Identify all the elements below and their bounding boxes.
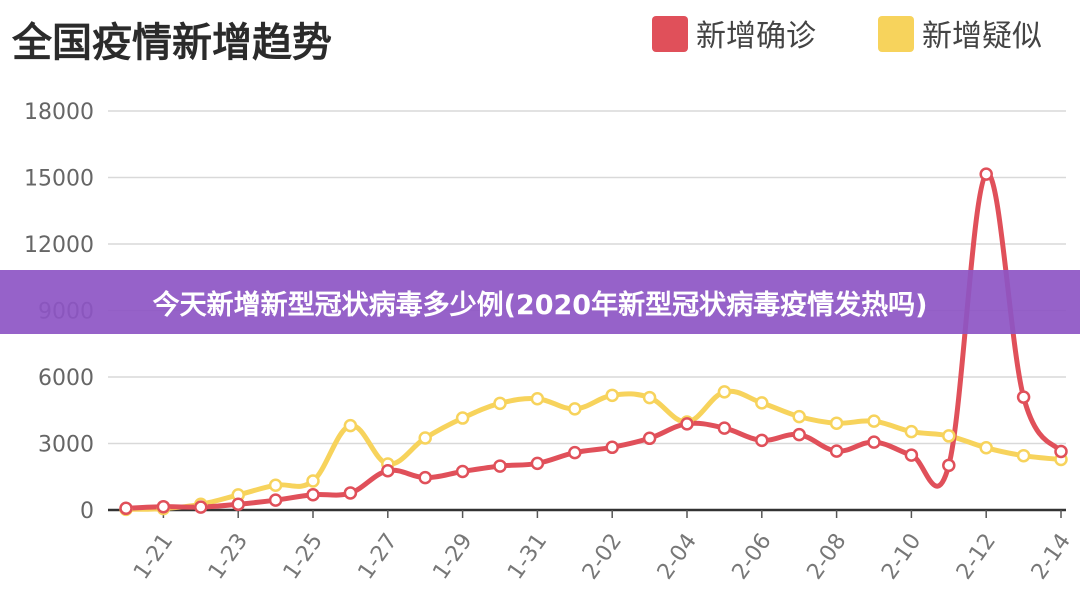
data-point-confirmed xyxy=(717,421,732,435)
data-point-suspected xyxy=(306,474,320,488)
data-point-suspected xyxy=(343,418,358,433)
data-point-suspected xyxy=(717,385,732,399)
legend-label-suspected: 新增疑似 xyxy=(922,19,1042,54)
data-point-suspected xyxy=(867,414,881,428)
data-point-confirmed xyxy=(680,417,694,431)
data-point-confirmed xyxy=(268,493,283,507)
data-point-confirmed xyxy=(530,456,545,471)
data-point-confirmed xyxy=(1016,390,1031,404)
data-point-confirmed xyxy=(156,499,171,514)
data-point-suspected xyxy=(530,391,545,406)
x-tick-label: 1-29 xyxy=(428,529,477,584)
x-tick-label: 1-27 xyxy=(354,529,403,584)
series-points xyxy=(119,167,1068,517)
headline-text: 今天新增新型冠状病毒多少例(2020年新型冠状病毒疫情发热吗) xyxy=(152,289,928,321)
y-tick-label: 0 xyxy=(80,499,94,524)
data-point-confirmed xyxy=(755,433,769,448)
data-point-confirmed xyxy=(568,445,582,460)
x-axis: 1-21 1-23 1-25 1-27 1-29 1-31 2-02 2-04 2-06 2-08… xyxy=(108,508,1076,584)
y-tick-label: 18000 xyxy=(24,100,94,125)
legend-swatch-confirmed xyxy=(652,16,688,52)
data-point-confirmed xyxy=(455,464,470,479)
x-tick-label: 2-04 xyxy=(653,529,702,584)
series-lines xyxy=(123,171,1064,512)
x-tick-label: 1-31 xyxy=(503,529,552,584)
y-tick-label: 12000 xyxy=(24,233,94,258)
data-point-suspected xyxy=(493,396,507,411)
y-tick-label: 15000 xyxy=(24,167,94,192)
data-point-confirmed xyxy=(942,458,956,473)
x-tick-label: 1-25 xyxy=(279,529,328,584)
data-point-suspected xyxy=(268,478,283,492)
legend-swatch-suspected xyxy=(878,16,914,52)
data-point-suspected xyxy=(755,396,769,410)
data-point-suspected xyxy=(418,431,432,445)
x-tick-label: 2-08 xyxy=(802,529,851,584)
series-line-confirmed xyxy=(123,171,1064,511)
data-point-suspected xyxy=(792,409,806,424)
data-point-suspected xyxy=(829,416,844,430)
data-point-confirmed xyxy=(1054,444,1068,459)
x-tick-label: 2-12 xyxy=(952,529,1001,584)
data-point-suspected xyxy=(904,424,919,439)
data-point-suspected xyxy=(979,441,993,455)
data-point-confirmed xyxy=(642,431,657,446)
data-point-confirmed xyxy=(231,497,245,512)
data-point-confirmed xyxy=(306,487,320,502)
data-point-confirmed xyxy=(979,167,993,181)
data-point-confirmed xyxy=(792,427,806,442)
data-point-suspected xyxy=(455,411,470,425)
data-point-confirmed xyxy=(381,463,395,478)
data-point-confirmed xyxy=(867,435,881,449)
y-tick-label: 6000 xyxy=(38,366,94,391)
data-point-confirmed xyxy=(418,470,432,485)
data-point-suspected xyxy=(1016,448,1031,463)
chart-title: 全国疫情新增趋势 xyxy=(11,20,332,66)
headline-banner: 今天新增新型冠状病毒多少例(2020年新型冠状病毒疫情发热吗) xyxy=(0,270,1080,334)
data-point-confirmed xyxy=(605,440,619,455)
data-point-confirmed xyxy=(343,486,358,500)
data-point-suspected xyxy=(942,429,956,443)
legend-label-confirmed: 新增确诊 xyxy=(696,19,816,54)
x-tick-label: 2-06 xyxy=(728,529,777,584)
data-point-suspected xyxy=(605,388,619,403)
x-tick-label: 2-14 xyxy=(1027,529,1076,584)
data-point-confirmed xyxy=(829,444,844,458)
legend: 新增确诊 新增疑似 xyxy=(652,16,1042,54)
data-point-confirmed xyxy=(119,501,133,516)
data-point-confirmed xyxy=(904,448,919,462)
data-point-confirmed xyxy=(194,500,208,514)
x-tick-label: 1-21 xyxy=(129,529,178,584)
x-tick-label: 2-10 xyxy=(877,529,926,584)
x-tick-label: 1-23 xyxy=(204,529,253,584)
x-tick-label: 2-02 xyxy=(578,529,627,584)
y-tick-label: 3000 xyxy=(38,433,94,458)
data-point-suspected xyxy=(642,390,657,405)
data-point-suspected xyxy=(568,402,582,416)
data-point-confirmed xyxy=(493,459,507,473)
